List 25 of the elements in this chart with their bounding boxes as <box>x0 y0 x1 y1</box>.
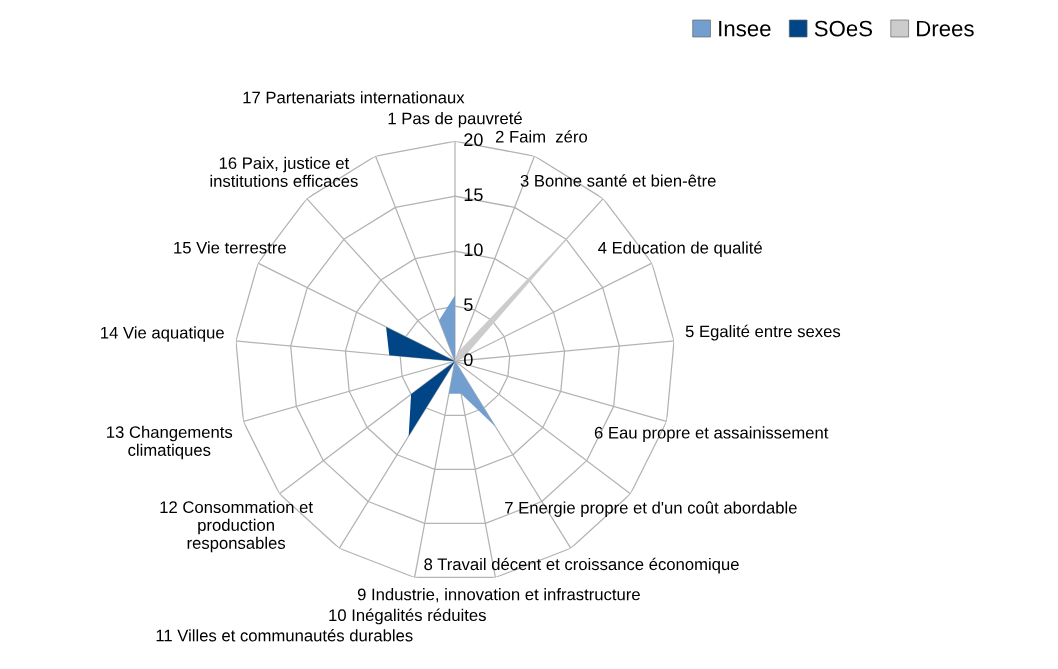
spoke-label: 12 Consommation et production responsables <box>160 500 313 553</box>
spoke-label: 1 Pas de pauvreté <box>388 111 522 128</box>
spoke-label: 14 Vie aquatique <box>101 326 224 342</box>
y-tick-label: 0 <box>464 353 473 367</box>
spoke-label: 10 Inégalités réduites <box>329 608 486 625</box>
y-tick-label: 10 <box>464 243 483 257</box>
legend-label: Insee <box>719 20 771 37</box>
y-tick-label: 20 <box>464 133 483 147</box>
spoke-label: 4 Education de qualité <box>598 241 762 257</box>
spoke-label: 5 Egalité entre sexes <box>685 324 841 341</box>
legend-label: SOeS <box>814 20 872 37</box>
spoke-label: 15 Vie terrestre <box>174 241 286 254</box>
spoke-label: 7 Energie propre et d'un coût abordable <box>505 501 797 517</box>
y-tick-label: 15 <box>464 188 483 202</box>
spoke-label: 2 Faim zéro <box>495 130 588 143</box>
spoke-label: 3 Bonne santé et bien-être <box>520 174 716 187</box>
spoke-label: 8 Travail décent et croissance économique <box>424 557 739 574</box>
spoke-label: 17 Partenariats internationaux <box>243 91 465 104</box>
spoke-label: 13 Changements climatiques <box>107 425 233 460</box>
spoke-label: 11 Villes et communautés durables <box>156 629 413 642</box>
spoke-label: 16 Paix, justice et institutions efficaces <box>210 156 358 187</box>
y-tick-label: 5 <box>464 298 473 312</box>
legend-label: Drees <box>917 20 974 37</box>
spoke-label: 6 Eau propre et assainissement <box>594 426 829 442</box>
spoke-label: 9 Industrie, innovation et infrastructure <box>357 588 640 603</box>
